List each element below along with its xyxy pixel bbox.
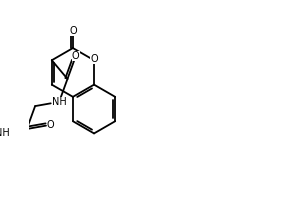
Text: NH: NH — [0, 128, 10, 138]
Text: O: O — [72, 51, 80, 61]
Text: O: O — [46, 120, 54, 130]
Text: NH: NH — [52, 97, 67, 107]
Text: O: O — [90, 54, 98, 64]
Text: O: O — [69, 26, 77, 36]
